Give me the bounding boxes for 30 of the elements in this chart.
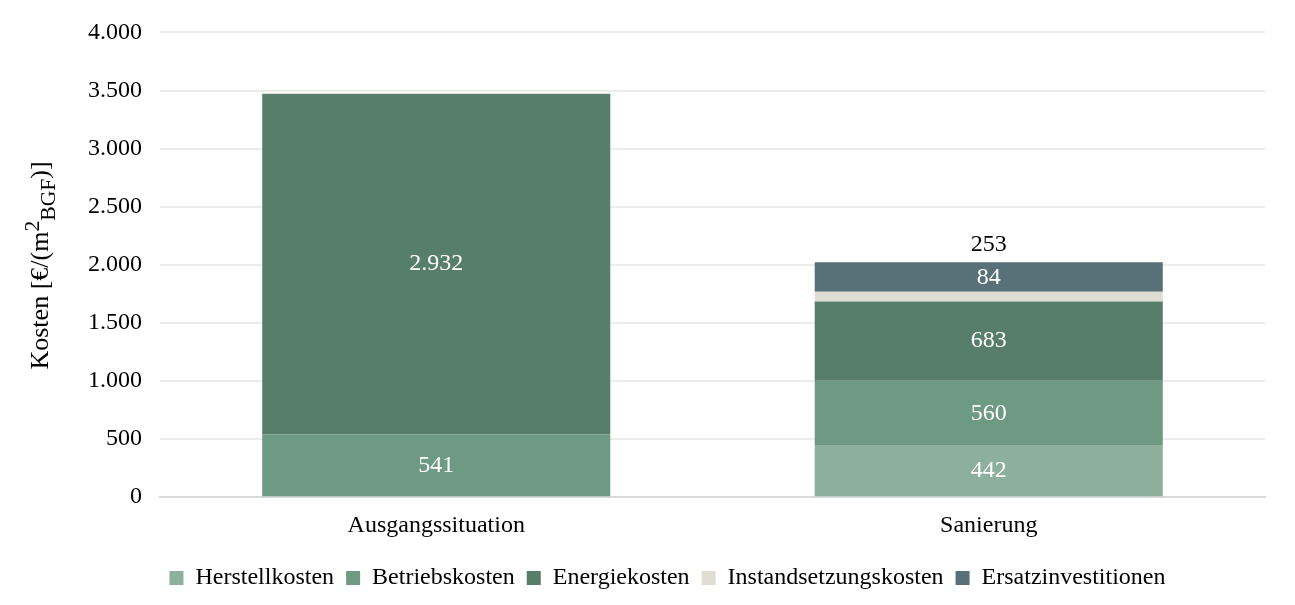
x-tick-label: Sanierung bbox=[940, 510, 1038, 537]
y-tick-label: 3.000 bbox=[88, 133, 142, 160]
y-tick-label: 2.500 bbox=[88, 192, 142, 218]
legend-label: Instandsetzungskosten bbox=[727, 563, 944, 590]
data-label: 541 bbox=[418, 450, 455, 477]
legend-label: Energiekosten bbox=[552, 563, 690, 590]
bar bbox=[814, 262, 1163, 292]
data-label: 560 bbox=[970, 398, 1007, 425]
y-tick-label: 2.000 bbox=[88, 250, 142, 277]
x-tick-label: Ausgangssituation bbox=[347, 510, 525, 537]
bar bbox=[814, 380, 1163, 446]
bar bbox=[814, 445, 1163, 497]
y-tick-label: 1.500 bbox=[88, 308, 142, 335]
y-tick-label: 0 bbox=[130, 482, 142, 509]
bar bbox=[814, 301, 1163, 381]
legend-label: Herstellkosten bbox=[195, 563, 335, 590]
legend-label: Betriebskosten bbox=[372, 563, 515, 590]
y-tick-label: 500 bbox=[106, 424, 142, 451]
data-label: 683 bbox=[970, 326, 1007, 353]
y-tick-label: 1.000 bbox=[88, 366, 142, 393]
data-label: 253 bbox=[970, 229, 1007, 256]
bar bbox=[814, 291, 1163, 302]
bar bbox=[262, 93, 611, 435]
data-label: 84 bbox=[976, 262, 1001, 289]
data-label: 2.932 bbox=[409, 249, 464, 276]
y-tick-label: 3.500 bbox=[88, 75, 142, 102]
legend-label: Ersatzinvestitionen bbox=[981, 563, 1166, 590]
bar bbox=[262, 434, 611, 497]
y-tick-label: 4.000 bbox=[88, 17, 142, 44]
data-label: 442 bbox=[970, 456, 1007, 483]
